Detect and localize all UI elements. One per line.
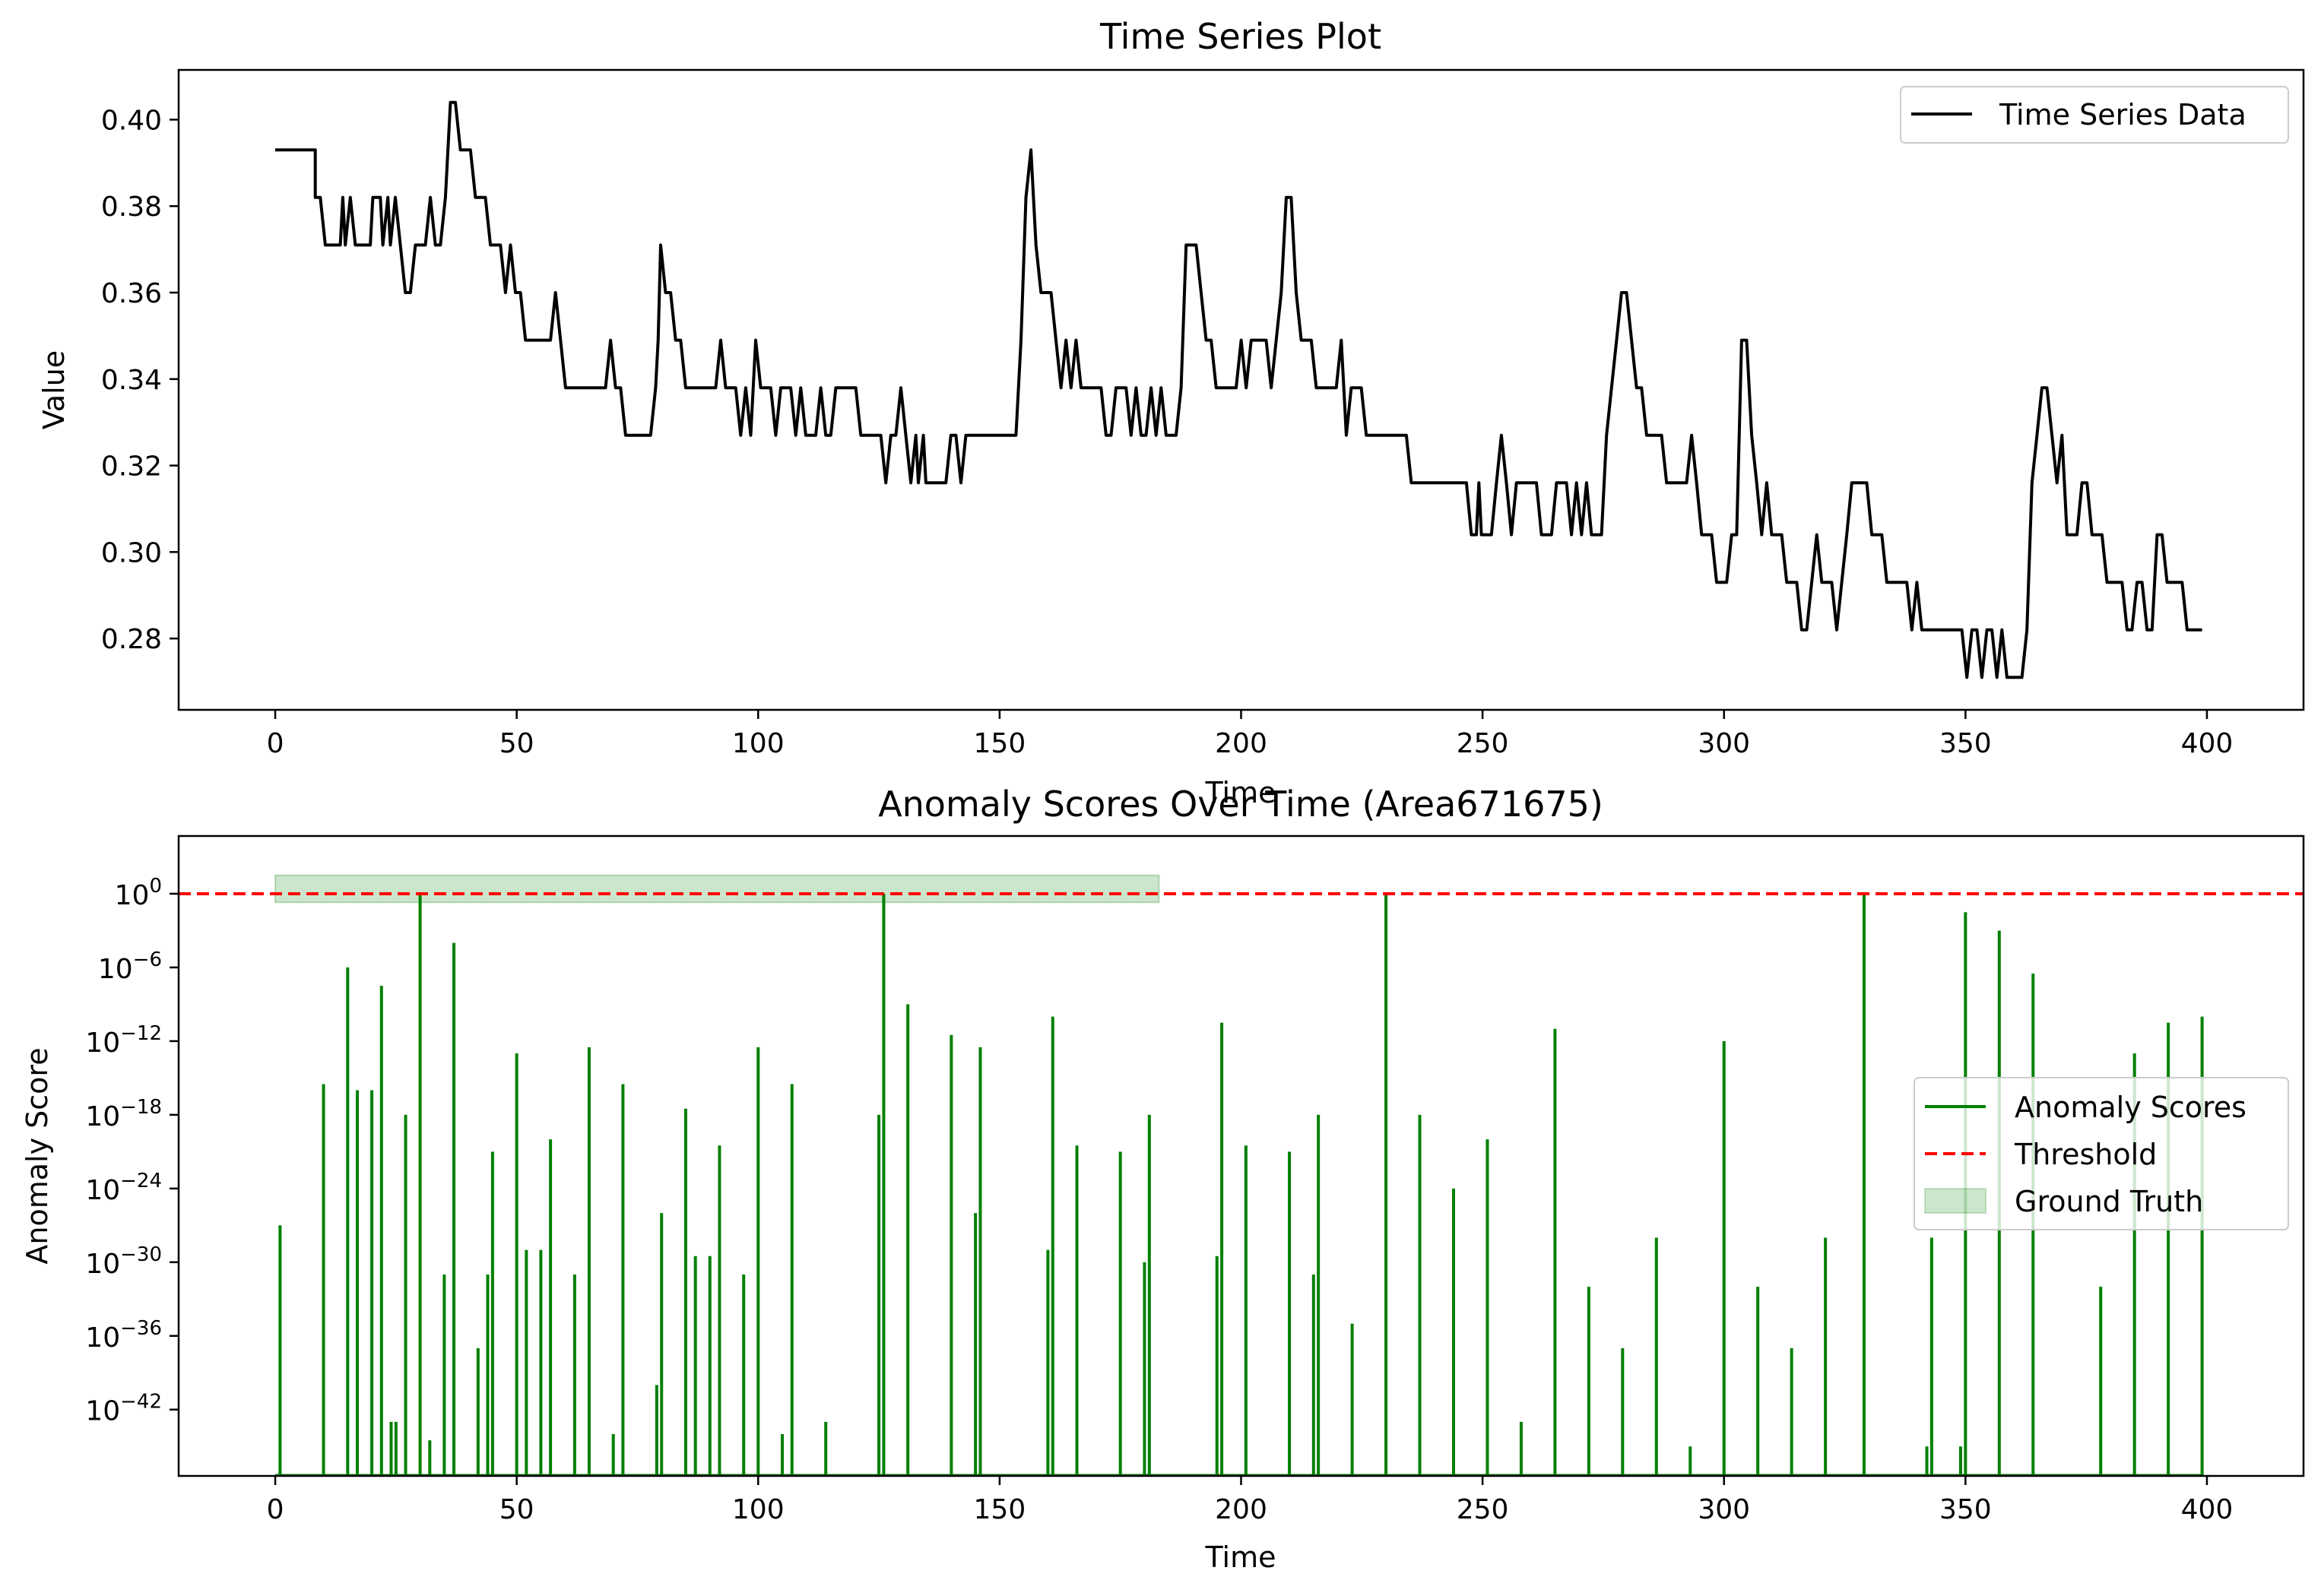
top-x-tick-label: 0 bbox=[267, 728, 284, 759]
top-x-tick-label: 150 bbox=[974, 728, 1026, 759]
time-series-line bbox=[275, 100, 2202, 679]
bottom-legend-label-anomaly: Anomaly Scores bbox=[2015, 1091, 2246, 1124]
bottom-x-tick-label: 300 bbox=[1698, 1494, 1750, 1525]
top-chart-title: Time Series Plot bbox=[1099, 16, 1381, 57]
bottom-chart-title: Anomaly Scores Over Time (Area671675) bbox=[878, 784, 1603, 825]
bottom-y-axis-label: Anomaly Score bbox=[21, 1047, 54, 1264]
bottom-x-tick-label: 50 bbox=[499, 1494, 534, 1525]
bottom-x-tick-label: 0 bbox=[267, 1494, 284, 1525]
top-x-axis-label: Time bbox=[1205, 776, 1276, 809]
top-x-tick-label: 100 bbox=[732, 728, 785, 759]
top-y-tick-label: 0.32 bbox=[101, 451, 162, 483]
top-y-axis-ticks: 0.28 0.30 0.32 0.34 0.36 0.38 0.40 bbox=[101, 105, 179, 655]
top-x-tick-label: 200 bbox=[1215, 728, 1267, 759]
bottom-legend-label-threshold: Threshold bbox=[2014, 1138, 2157, 1171]
time-series-panel: Time Series Plot 0.28 0.30 0.32 0.34 0.36 0.3… bbox=[37, 16, 2305, 809]
top-y-tick-label: 0.28 bbox=[101, 624, 162, 655]
bottom-y-tick-label: 10−12 bbox=[85, 1022, 162, 1059]
bottom-y-tick-label: 10−42 bbox=[85, 1391, 162, 1427]
bottom-legend-label-groundtruth: Ground Truth bbox=[2015, 1185, 2203, 1218]
bottom-legend: Anomaly Scores Threshold Ground Truth bbox=[1914, 1077, 2289, 1230]
bottom-x-tick-label: 200 bbox=[1215, 1494, 1267, 1525]
top-x-axis-ticks: 0 50 100 150 200 250 300 350 400 bbox=[267, 710, 2234, 759]
bottom-x-axis-ticks: 0 50 100 150 200 250 300 350 400 bbox=[267, 1476, 2234, 1525]
bottom-x-tick-label: 400 bbox=[2181, 1494, 2234, 1525]
top-legend-label-series: Time Series Data bbox=[1999, 98, 2246, 131]
top-y-axis-label: Value bbox=[37, 350, 71, 429]
bottom-x-tick-label: 350 bbox=[1939, 1494, 1992, 1525]
bottom-axes-frame bbox=[177, 834, 2305, 1477]
anomaly-score-panel: Anomaly Scores Over Time (Area671675) 10… bbox=[21, 784, 2305, 1574]
bottom-x-tick-label: 150 bbox=[974, 1494, 1026, 1525]
bottom-x-axis-label: Time bbox=[1205, 1541, 1276, 1574]
top-x-tick-label: 400 bbox=[2181, 728, 2234, 759]
top-y-tick-label: 0.36 bbox=[101, 278, 162, 309]
top-x-tick-label: 250 bbox=[1457, 728, 1509, 759]
ground-truth-band bbox=[274, 874, 1160, 904]
bottom-y-tick-label: 10−36 bbox=[85, 1317, 162, 1354]
bottom-y-tick-label: 10−6 bbox=[98, 948, 162, 985]
bottom-y-tick-label: 100 bbox=[115, 875, 162, 911]
bottom-y-tick-label: 10−30 bbox=[85, 1243, 162, 1280]
top-y-tick-label: 0.40 bbox=[101, 105, 162, 136]
top-y-tick-label: 0.34 bbox=[101, 365, 162, 396]
bottom-y-tick-label: 10−18 bbox=[85, 1096, 162, 1132]
top-axes-frame bbox=[177, 68, 2305, 711]
top-legend: Time Series Data bbox=[1900, 86, 2289, 144]
bottom-legend-groundtruth-swatch bbox=[1924, 1188, 1986, 1214]
bottom-y-tick-label: 10−24 bbox=[85, 1170, 162, 1206]
top-plot-area bbox=[275, 100, 2202, 679]
top-x-tick-label: 50 bbox=[499, 728, 534, 759]
top-x-tick-label: 350 bbox=[1939, 728, 1992, 759]
bottom-y-axis-ticks: 100 10−6 10−12 10−18 10−24 10−30 10−36 10−42 bbox=[85, 875, 179, 1427]
top-y-tick-label: 0.38 bbox=[101, 192, 162, 223]
top-y-tick-label: 0.30 bbox=[101, 537, 162, 568]
bottom-x-tick-label: 100 bbox=[732, 1494, 785, 1525]
bottom-x-tick-label: 250 bbox=[1457, 1494, 1509, 1525]
top-x-tick-label: 300 bbox=[1698, 728, 1750, 759]
